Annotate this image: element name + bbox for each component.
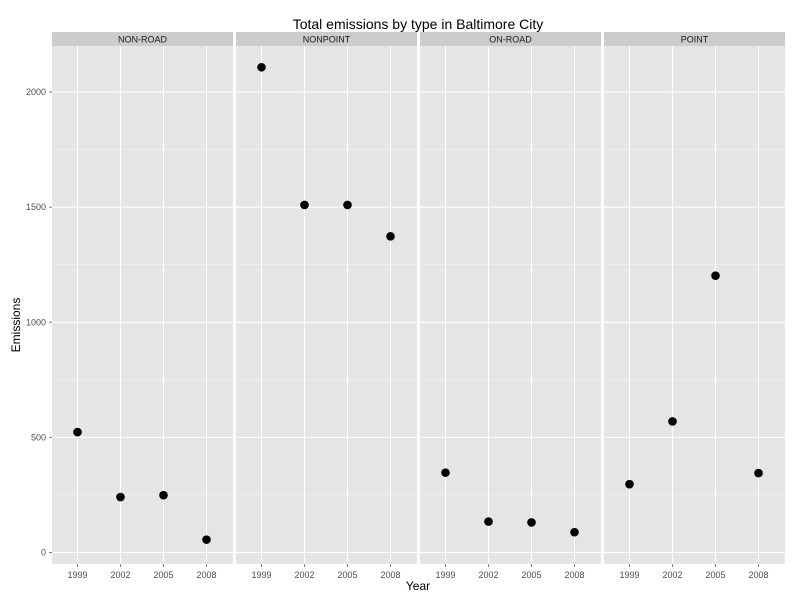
data-point	[527, 518, 536, 527]
data-point	[343, 200, 352, 210]
facet-strip	[420, 32, 601, 46]
facet-panel-point: POINT 1999 2002 2005 2008	[604, 32, 785, 580]
data-point	[300, 200, 309, 210]
data-point	[257, 62, 266, 72]
data-point	[202, 535, 211, 544]
facet-panel-non-road: NON-ROAD 1999 2002 2005 2008	[52, 32, 233, 580]
facet-strip	[236, 32, 417, 46]
data-point	[116, 492, 125, 502]
x-tick-label: 2008	[380, 570, 400, 580]
x-tick-label: 2002	[662, 570, 682, 580]
x-tick-label: 1999	[251, 570, 271, 580]
data-point	[441, 468, 450, 477]
y-axis-title: Emissions	[9, 298, 23, 353]
data-point	[484, 517, 493, 526]
x-tick-label: 2005	[705, 570, 725, 580]
data-point	[668, 417, 677, 426]
x-tick-label: 1999	[67, 570, 87, 580]
y-tick-label: 1000	[26, 317, 46, 327]
x-tick-label: 2008	[564, 570, 584, 580]
facet-strip-label: NONPOINT	[303, 35, 351, 45]
facet-strip-label: POINT	[681, 35, 709, 45]
data-point	[711, 271, 720, 280]
y-tick-label: 0	[41, 547, 46, 557]
x-tick-label: 2002	[110, 570, 130, 580]
x-tick-label: 1999	[619, 570, 639, 580]
x-tick-label: 2002	[294, 570, 314, 580]
x-tick-label: 2008	[748, 570, 768, 580]
y-tick-label: 2000	[26, 87, 46, 97]
panel-background	[236, 46, 417, 564]
x-tick-label: 2005	[153, 570, 173, 580]
facet-panels: NON-ROAD 1999 2002 2005 2008 NONPOINT 1999 2002…	[52, 32, 785, 580]
facet-panel-on-road: ON-ROAD 1999 2002 2005 2008	[420, 32, 601, 580]
x-tick-label: 2005	[337, 570, 357, 580]
x-tick-label: 2008	[196, 570, 216, 580]
chart-title: Total emissions by type in Baltimore Cit…	[293, 16, 544, 32]
x-tick-label: 2005	[521, 570, 541, 580]
x-axis-title: Year	[406, 579, 430, 593]
data-point	[386, 232, 395, 241]
panel-background	[604, 46, 785, 564]
facet-strip	[52, 32, 233, 46]
panel-background	[420, 46, 601, 564]
y-axis: 0 500 1000 1500 2000	[26, 87, 52, 557]
panel-background	[52, 46, 233, 564]
facet-panel-nonpoint: NONPOINT 1999 2002 2005 2008	[236, 32, 417, 580]
x-tick-label: 1999	[435, 570, 455, 580]
facet-strip	[604, 32, 785, 46]
y-tick-label: 500	[31, 432, 46, 442]
data-point	[159, 490, 168, 500]
facet-strip-label: ON-ROAD	[489, 35, 532, 45]
data-point	[754, 468, 763, 478]
y-tick-label: 1500	[26, 202, 46, 212]
facet-strip-label: NON-ROAD	[118, 35, 167, 45]
data-point	[73, 427, 82, 437]
data-point	[570, 527, 579, 537]
x-tick-label: 2002	[478, 570, 498, 580]
data-point	[625, 479, 634, 489]
